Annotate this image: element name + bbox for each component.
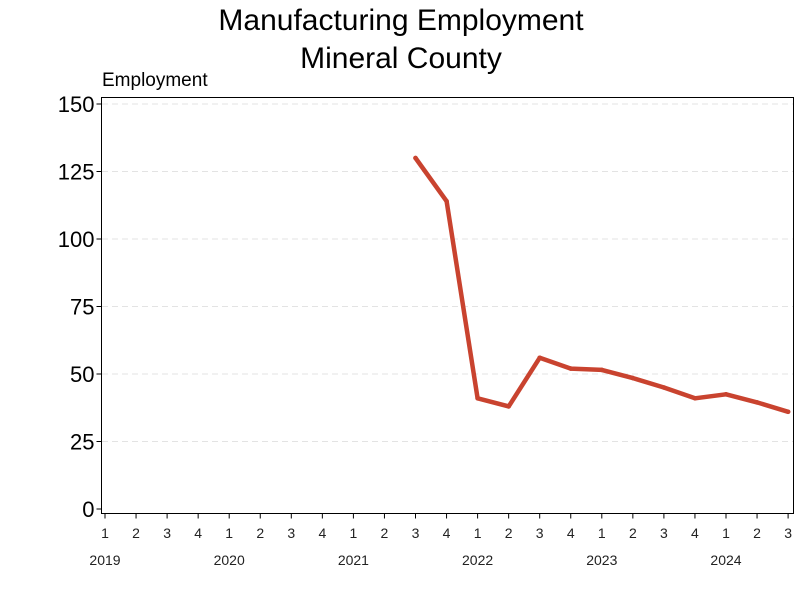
- x-tick-label-5: 2: [256, 525, 264, 541]
- x-tick-label-6: 3: [287, 525, 295, 541]
- data-point-2023-q1: [599, 367, 605, 373]
- x-year-label-2022: 2022: [462, 552, 493, 568]
- x-tick-label-12: 1: [474, 525, 482, 541]
- x-tick-label-11: 4: [443, 525, 451, 541]
- y-tick-label-25: 25: [70, 430, 94, 455]
- data-point-2023-q4: [692, 396, 698, 401]
- x-year-label-2019: 2019: [89, 552, 120, 568]
- x-tick-label-3: 4: [194, 525, 202, 541]
- x-tick-label-18: 3: [660, 525, 668, 541]
- x-tick-label-15: 4: [567, 525, 575, 541]
- x-tick-label-22: 3: [784, 525, 792, 541]
- y-axis-ticks: 0 25 50 75 100 125 150: [58, 92, 102, 522]
- y-tick-label-50: 50: [70, 362, 94, 387]
- y-tick-label-75: 75: [70, 295, 94, 320]
- x-tick-label-14: 3: [536, 525, 544, 541]
- x-year-label-2023: 2023: [586, 552, 617, 568]
- data-point-2022-q3: [537, 355, 542, 361]
- x-tick-label-0: 1: [101, 525, 109, 541]
- x-tick-label-4: 1: [225, 525, 233, 541]
- series-layer: [413, 155, 791, 415]
- y-tick-label-125: 125: [58, 160, 95, 185]
- plot-frame: [101, 97, 794, 514]
- data-point-2022-q2: [506, 404, 512, 409]
- chart-title-line-1: Manufacturing Employment: [218, 4, 584, 37]
- x-tick-label-17: 2: [629, 525, 637, 541]
- x-tick-label-13: 2: [505, 525, 513, 541]
- x-tick-label-9: 2: [381, 525, 389, 541]
- x-tick-label-10: 3: [412, 525, 420, 541]
- x-year-label-2024: 2024: [710, 552, 741, 568]
- x-tick-label-20: 1: [722, 525, 730, 541]
- x-tick-label-8: 1: [350, 525, 358, 541]
- data-point-2021-q4: [444, 198, 449, 204]
- x-year-label-2020: 2020: [214, 552, 245, 568]
- data-point-2024-q1: [723, 392, 729, 397]
- data-point-2022-q1: [475, 396, 480, 401]
- x-axis-years: 2019 2020 2021 2022 2023 2024: [89, 552, 741, 568]
- x-tick-label-21: 2: [753, 525, 761, 541]
- x-tick-label-19: 4: [691, 525, 699, 541]
- x-tick-label-7: 4: [318, 525, 326, 541]
- data-point-2023-q2: [630, 375, 636, 381]
- chart-title-line-2: Mineral County: [300, 42, 502, 75]
- y-tick-label-100: 100: [58, 227, 95, 252]
- y-axis-label: Employment: [102, 70, 208, 91]
- gridlines: [102, 103, 793, 442]
- x-year-label-2021: 2021: [338, 552, 369, 568]
- data-point-2024-q3: [785, 409, 791, 415]
- x-tick-label-1: 2: [132, 525, 140, 541]
- x-tick-label-16: 1: [598, 525, 606, 541]
- data-point-2022-q4: [568, 366, 574, 371]
- x-tick-label-2: 3: [163, 525, 171, 541]
- y-tick-label-150: 150: [58, 92, 95, 117]
- y-tick-label-0: 0: [82, 497, 94, 522]
- x-axis-ticks: 1 2 3 4 1 2 3 4 1 2 3 4 1 2 3 4 1 2 3 4 1 2 3: [101, 513, 792, 541]
- data-point-2021-q3: [413, 155, 418, 161]
- data-point-2023-q3: [661, 385, 667, 390]
- data-point-2024-q2: [754, 400, 760, 405]
